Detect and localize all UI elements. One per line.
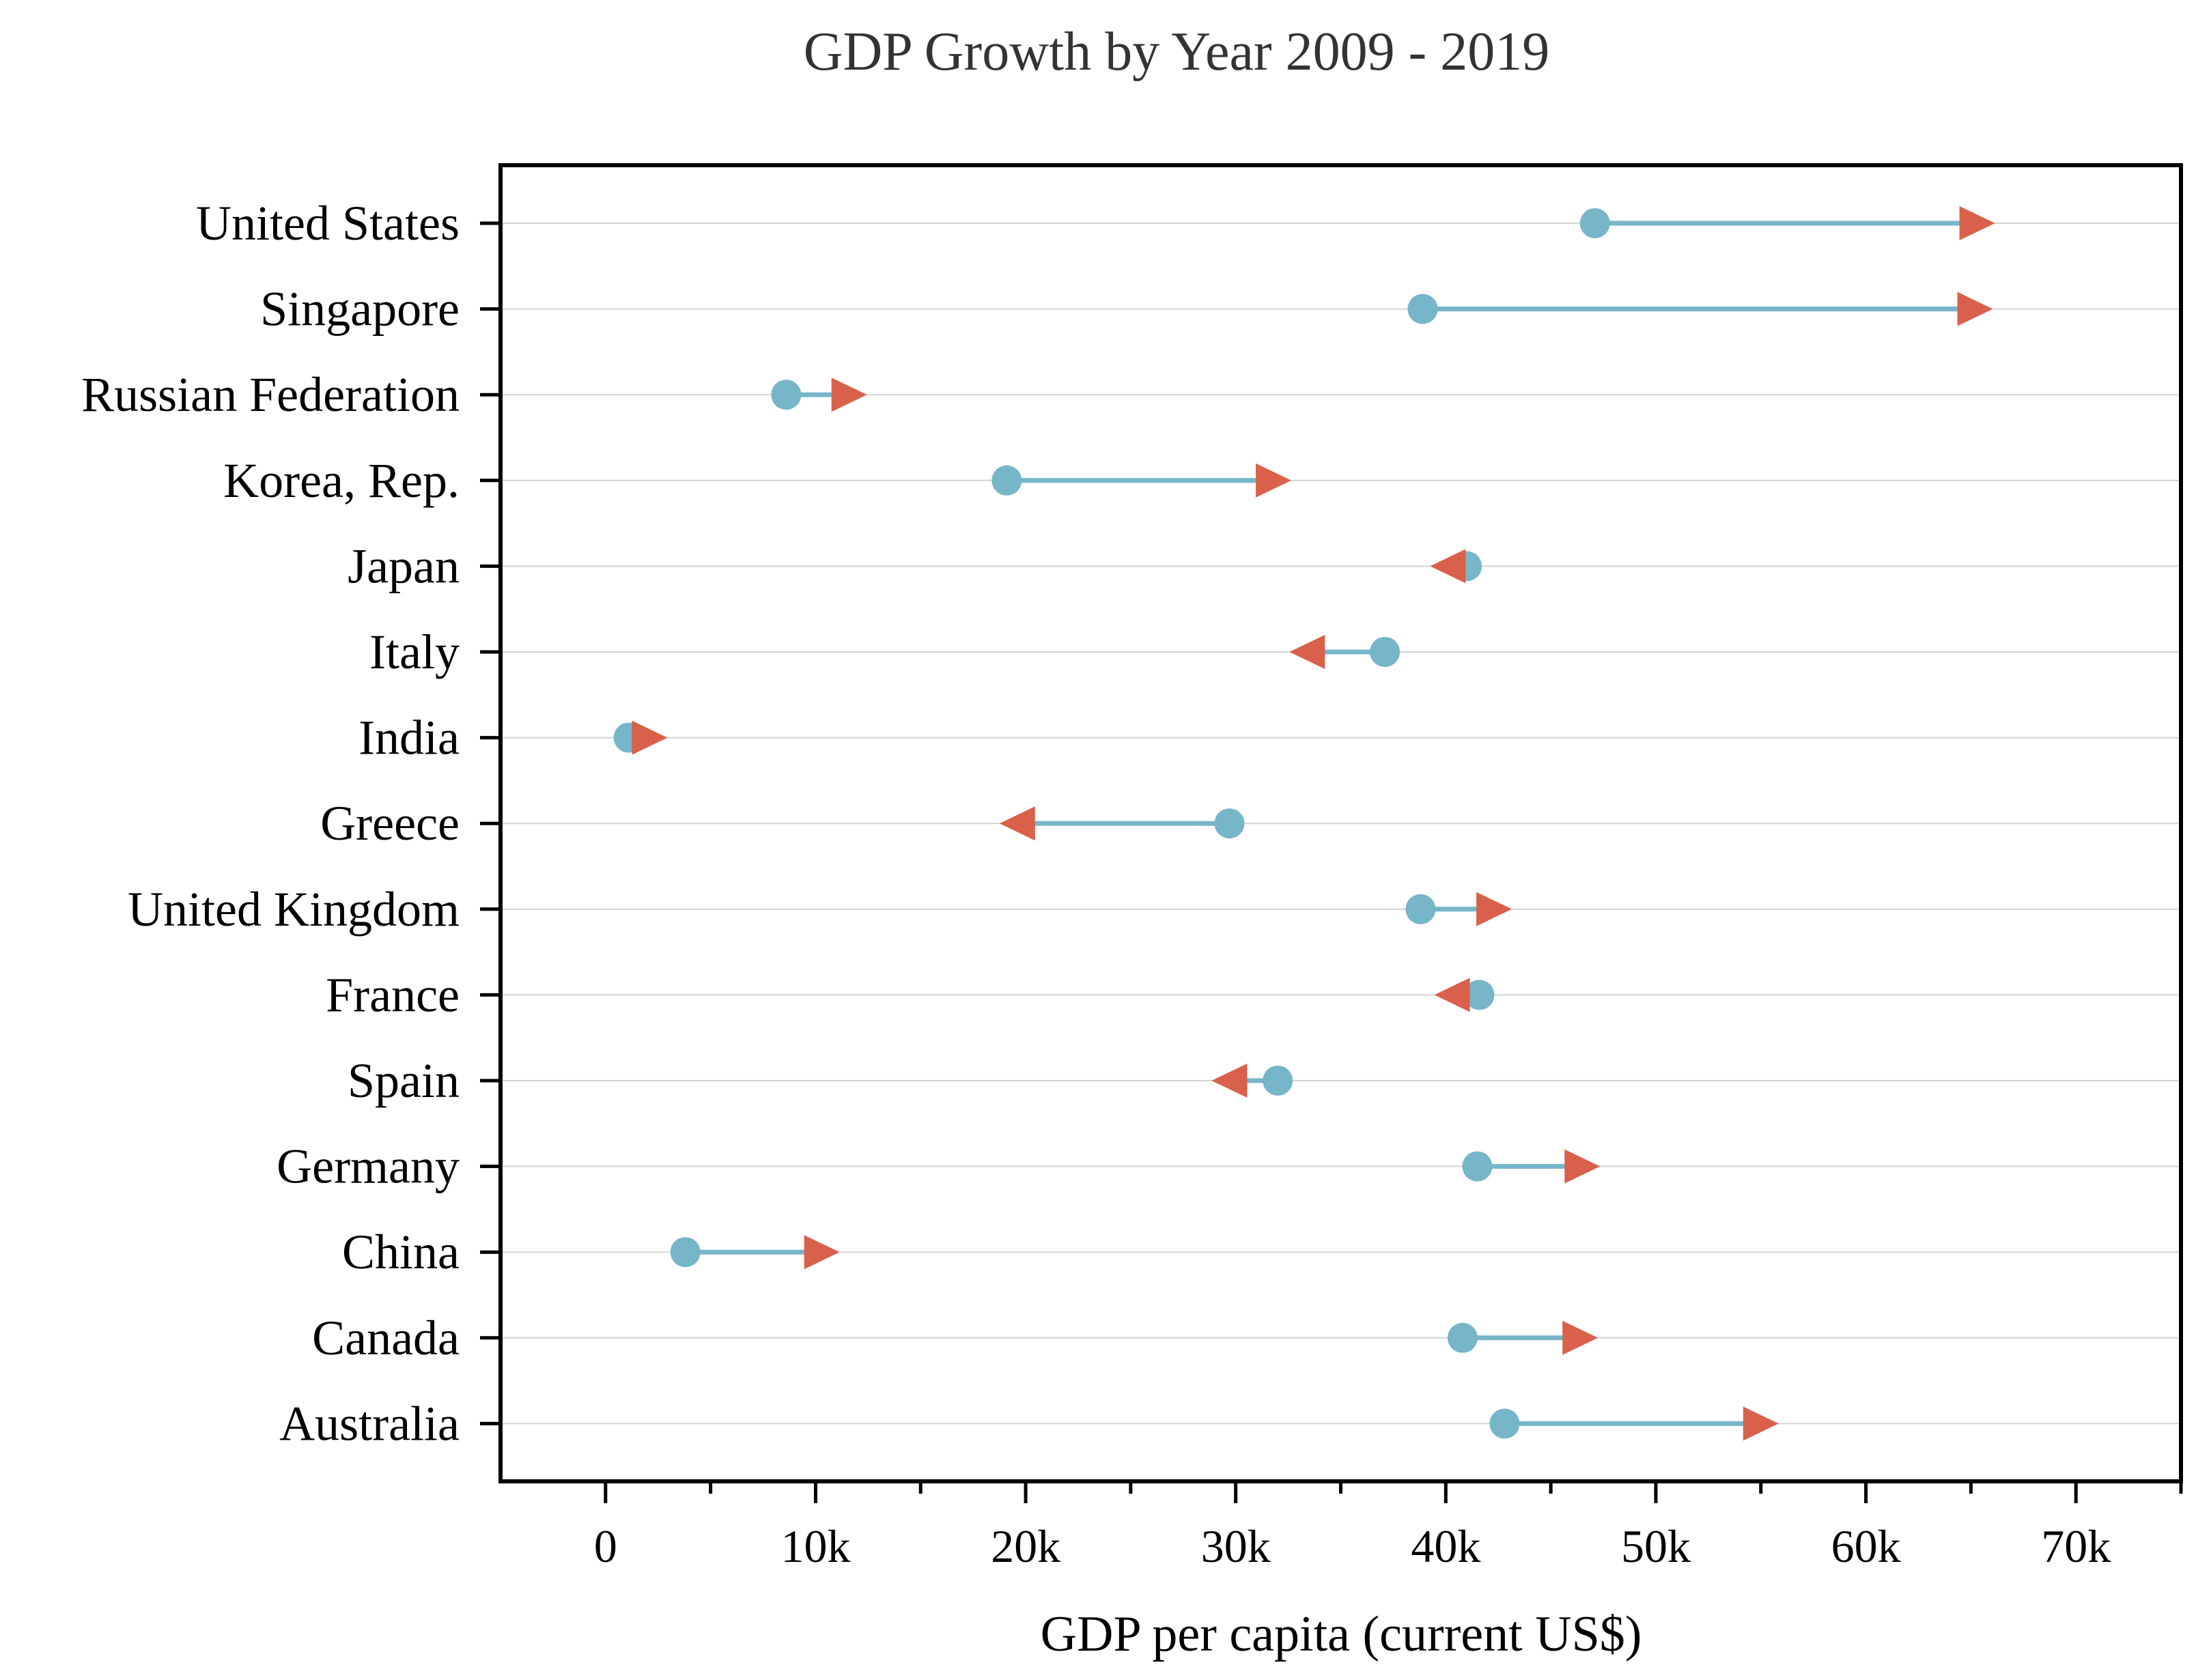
x-tick-label: 70k [2041, 1520, 2111, 1572]
y-tick-label: India [358, 711, 460, 765]
x-tick-label: 50k [1621, 1520, 1691, 1572]
y-tick-label: Australia [279, 1396, 460, 1451]
start-point [1214, 808, 1245, 839]
start-point [1263, 1066, 1293, 1096]
start-point [670, 1237, 701, 1268]
y-tick-label: Singapore [260, 282, 460, 337]
x-tick-label: 40k [1411, 1520, 1480, 1572]
y-tick-label: Japan [348, 539, 460, 593]
y-axis: United States Singapore Russian Federation… [81, 196, 501, 1451]
start-point [1579, 208, 1610, 238]
x-tick-label: 0 [594, 1520, 617, 1572]
start-point [771, 380, 802, 410]
start-point [1370, 637, 1400, 667]
end-point [831, 378, 867, 412]
x-tick-label: 60k [1831, 1520, 1901, 1572]
y-tick-label: Italy [369, 625, 460, 679]
y-tick-label: Canada [312, 1311, 460, 1365]
y-tick-label: Greece [320, 796, 460, 851]
start-point [1407, 294, 1438, 324]
start-point [1405, 894, 1436, 924]
end-point [804, 1235, 840, 1270]
end-point [1476, 892, 1512, 926]
y-tick-label: United States [196, 196, 460, 251]
y-tick-label: Russian Federation [81, 367, 460, 422]
end-point [1959, 206, 1995, 240]
end-point [999, 806, 1035, 841]
end-markers [632, 206, 1995, 1441]
end-point [1743, 1406, 1779, 1441]
y-tick-label: Korea, Rep. [223, 453, 460, 508]
start-point [1489, 1408, 1520, 1439]
end-point [1562, 1320, 1599, 1355]
x-tick-label: 10k [780, 1520, 850, 1572]
end-point [1430, 549, 1466, 584]
end-point [1256, 463, 1292, 498]
end-point [1957, 291, 1993, 326]
x-tick-label: 30k [1201, 1520, 1271, 1572]
end-point [632, 720, 668, 755]
end-point [1211, 1064, 1248, 1098]
y-tick-label: France [326, 967, 460, 1022]
y-tick-label: Germany [277, 1139, 460, 1194]
end-point [1289, 635, 1325, 669]
end-point [1434, 978, 1470, 1012]
start-point [1447, 1322, 1478, 1353]
y-tick-label: China [342, 1225, 460, 1279]
y-tick-label: Spain [348, 1053, 460, 1108]
start-point [1462, 1151, 1493, 1182]
start-point [1464, 980, 1495, 1010]
chart-title: GDP Growth by Year 2009 - 2019 [804, 22, 1550, 82]
end-point [1564, 1149, 1601, 1184]
start-point [991, 465, 1022, 496]
x-axis-title: GDP per capita (current US$) [1041, 1606, 1642, 1662]
y-tick-label: United Kingdom [128, 882, 460, 937]
x-axis: 0 10k 20k 30k 40k 50k 60k 70k [594, 1481, 2183, 1572]
x-tick-label: 20k [991, 1520, 1060, 1572]
